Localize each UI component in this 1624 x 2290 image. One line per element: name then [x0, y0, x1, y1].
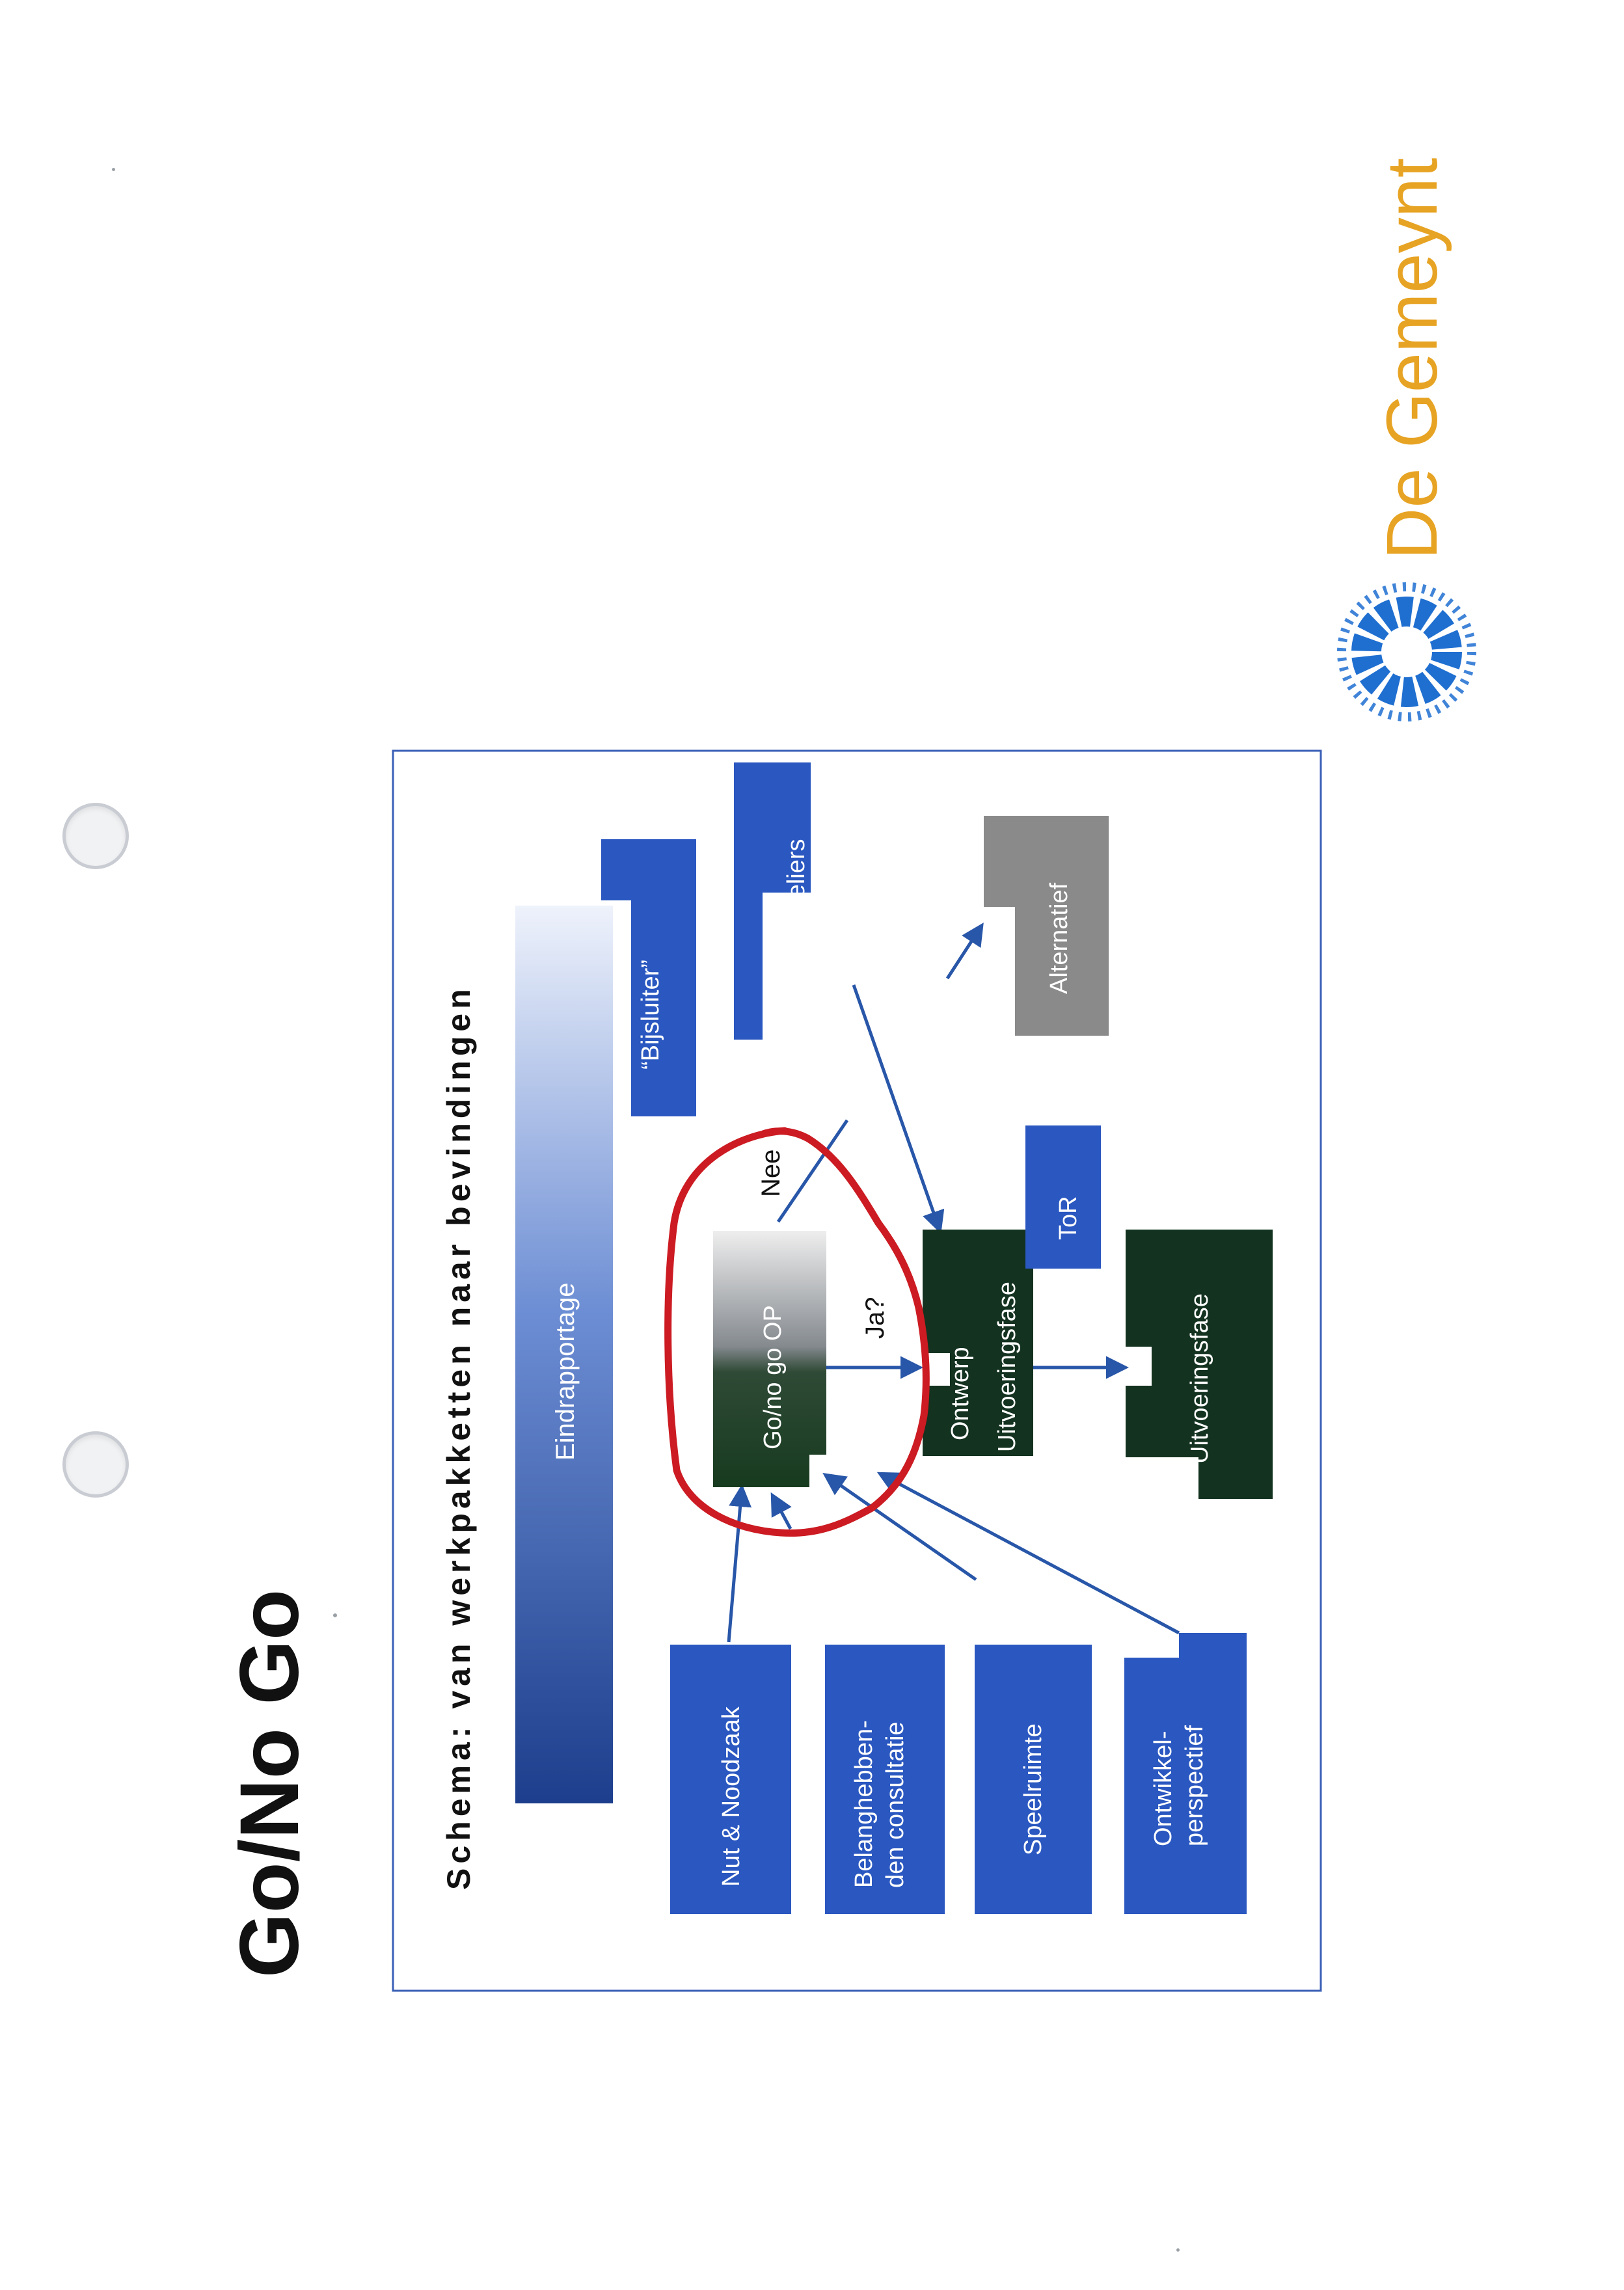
gonogo-box [713, 1231, 826, 1487]
scan-speck [1176, 2248, 1180, 2252]
punch-hole-top [62, 803, 129, 869]
arrow-nut-to-gonogo [727, 1484, 752, 1643]
arrow-ateliers-to-ontwerp [852, 984, 945, 1234]
punch-hole-bottom [62, 1431, 129, 1498]
arrow-speelruimte-to-gonogo [822, 1473, 977, 1582]
ateliers-box [734, 762, 811, 1040]
ontwerp-box [923, 1230, 1033, 1456]
belanghebbenden-box [825, 1645, 945, 1914]
nut-noodzaak-box [670, 1645, 791, 1914]
eindrapportage-label: Eindrapportage [551, 1282, 580, 1461]
arrow-ontwikkel-to-gonogo [876, 1472, 1180, 1635]
scan-speck [333, 1613, 337, 1617]
ontwerp-label-line1: Ontwerp [947, 1347, 974, 1440]
page-title: Go/No Go [223, 1589, 316, 1978]
ja-label: Ja? [861, 1297, 889, 1340]
belanghebbenden-label-line1: Belanghebben- [850, 1720, 878, 1888]
arrow-belang-to-gonogo [770, 1492, 792, 1530]
ontwerp-label-line2: Uitvoeringsfase [994, 1282, 1021, 1452]
uitvoeringsfase-box [1126, 1230, 1273, 1499]
speelruimte-box [975, 1645, 1092, 1914]
belanghebbenden-label-line2: den consultatie [882, 1721, 909, 1888]
tor-box [1025, 1125, 1101, 1269]
ontwikkelperspectief-label-line2: perspectief [1181, 1725, 1208, 1846]
logo-text: De Gemeynt [1372, 158, 1452, 559]
connector-arrows [727, 923, 1180, 1643]
speelruimte-label: Speelruimte [1020, 1723, 1047, 1855]
logo: De Gemeynt [1337, 158, 1476, 721]
tor-label: ToR [1055, 1196, 1082, 1240]
alternatief-box [984, 816, 1109, 1036]
ateliers-label: ateliers [783, 839, 810, 919]
uitvoeringsfase-label: Uitvoeringsfase [1186, 1293, 1213, 1464]
eindrapportage-box [515, 906, 613, 1803]
alternatief-label: Alternatief [1046, 882, 1073, 994]
ontwikkelperspectief-label-line1: Ontwikkel- [1150, 1731, 1177, 1846]
scan-speck [112, 168, 115, 171]
gonogo-label: Go/no go OP [759, 1305, 787, 1449]
ontwikkelperspectief-box [1124, 1633, 1247, 1914]
red-marker-circle [664, 1127, 930, 1537]
bijsluiter-box [601, 839, 696, 1116]
arrow-nee-line [776, 1119, 849, 1223]
arrow-to-alternatief [945, 923, 984, 980]
bijsluiter-label: “Bijsluiter” [637, 960, 664, 1070]
slide-title: Schema: van werkpakketten naar bevinding… [440, 984, 477, 1890]
nut-noodzaak-label: Nut & Noodzaak [718, 1706, 745, 1887]
nee-label: Nee [757, 1150, 785, 1197]
logo-mark-icon [1337, 582, 1476, 721]
